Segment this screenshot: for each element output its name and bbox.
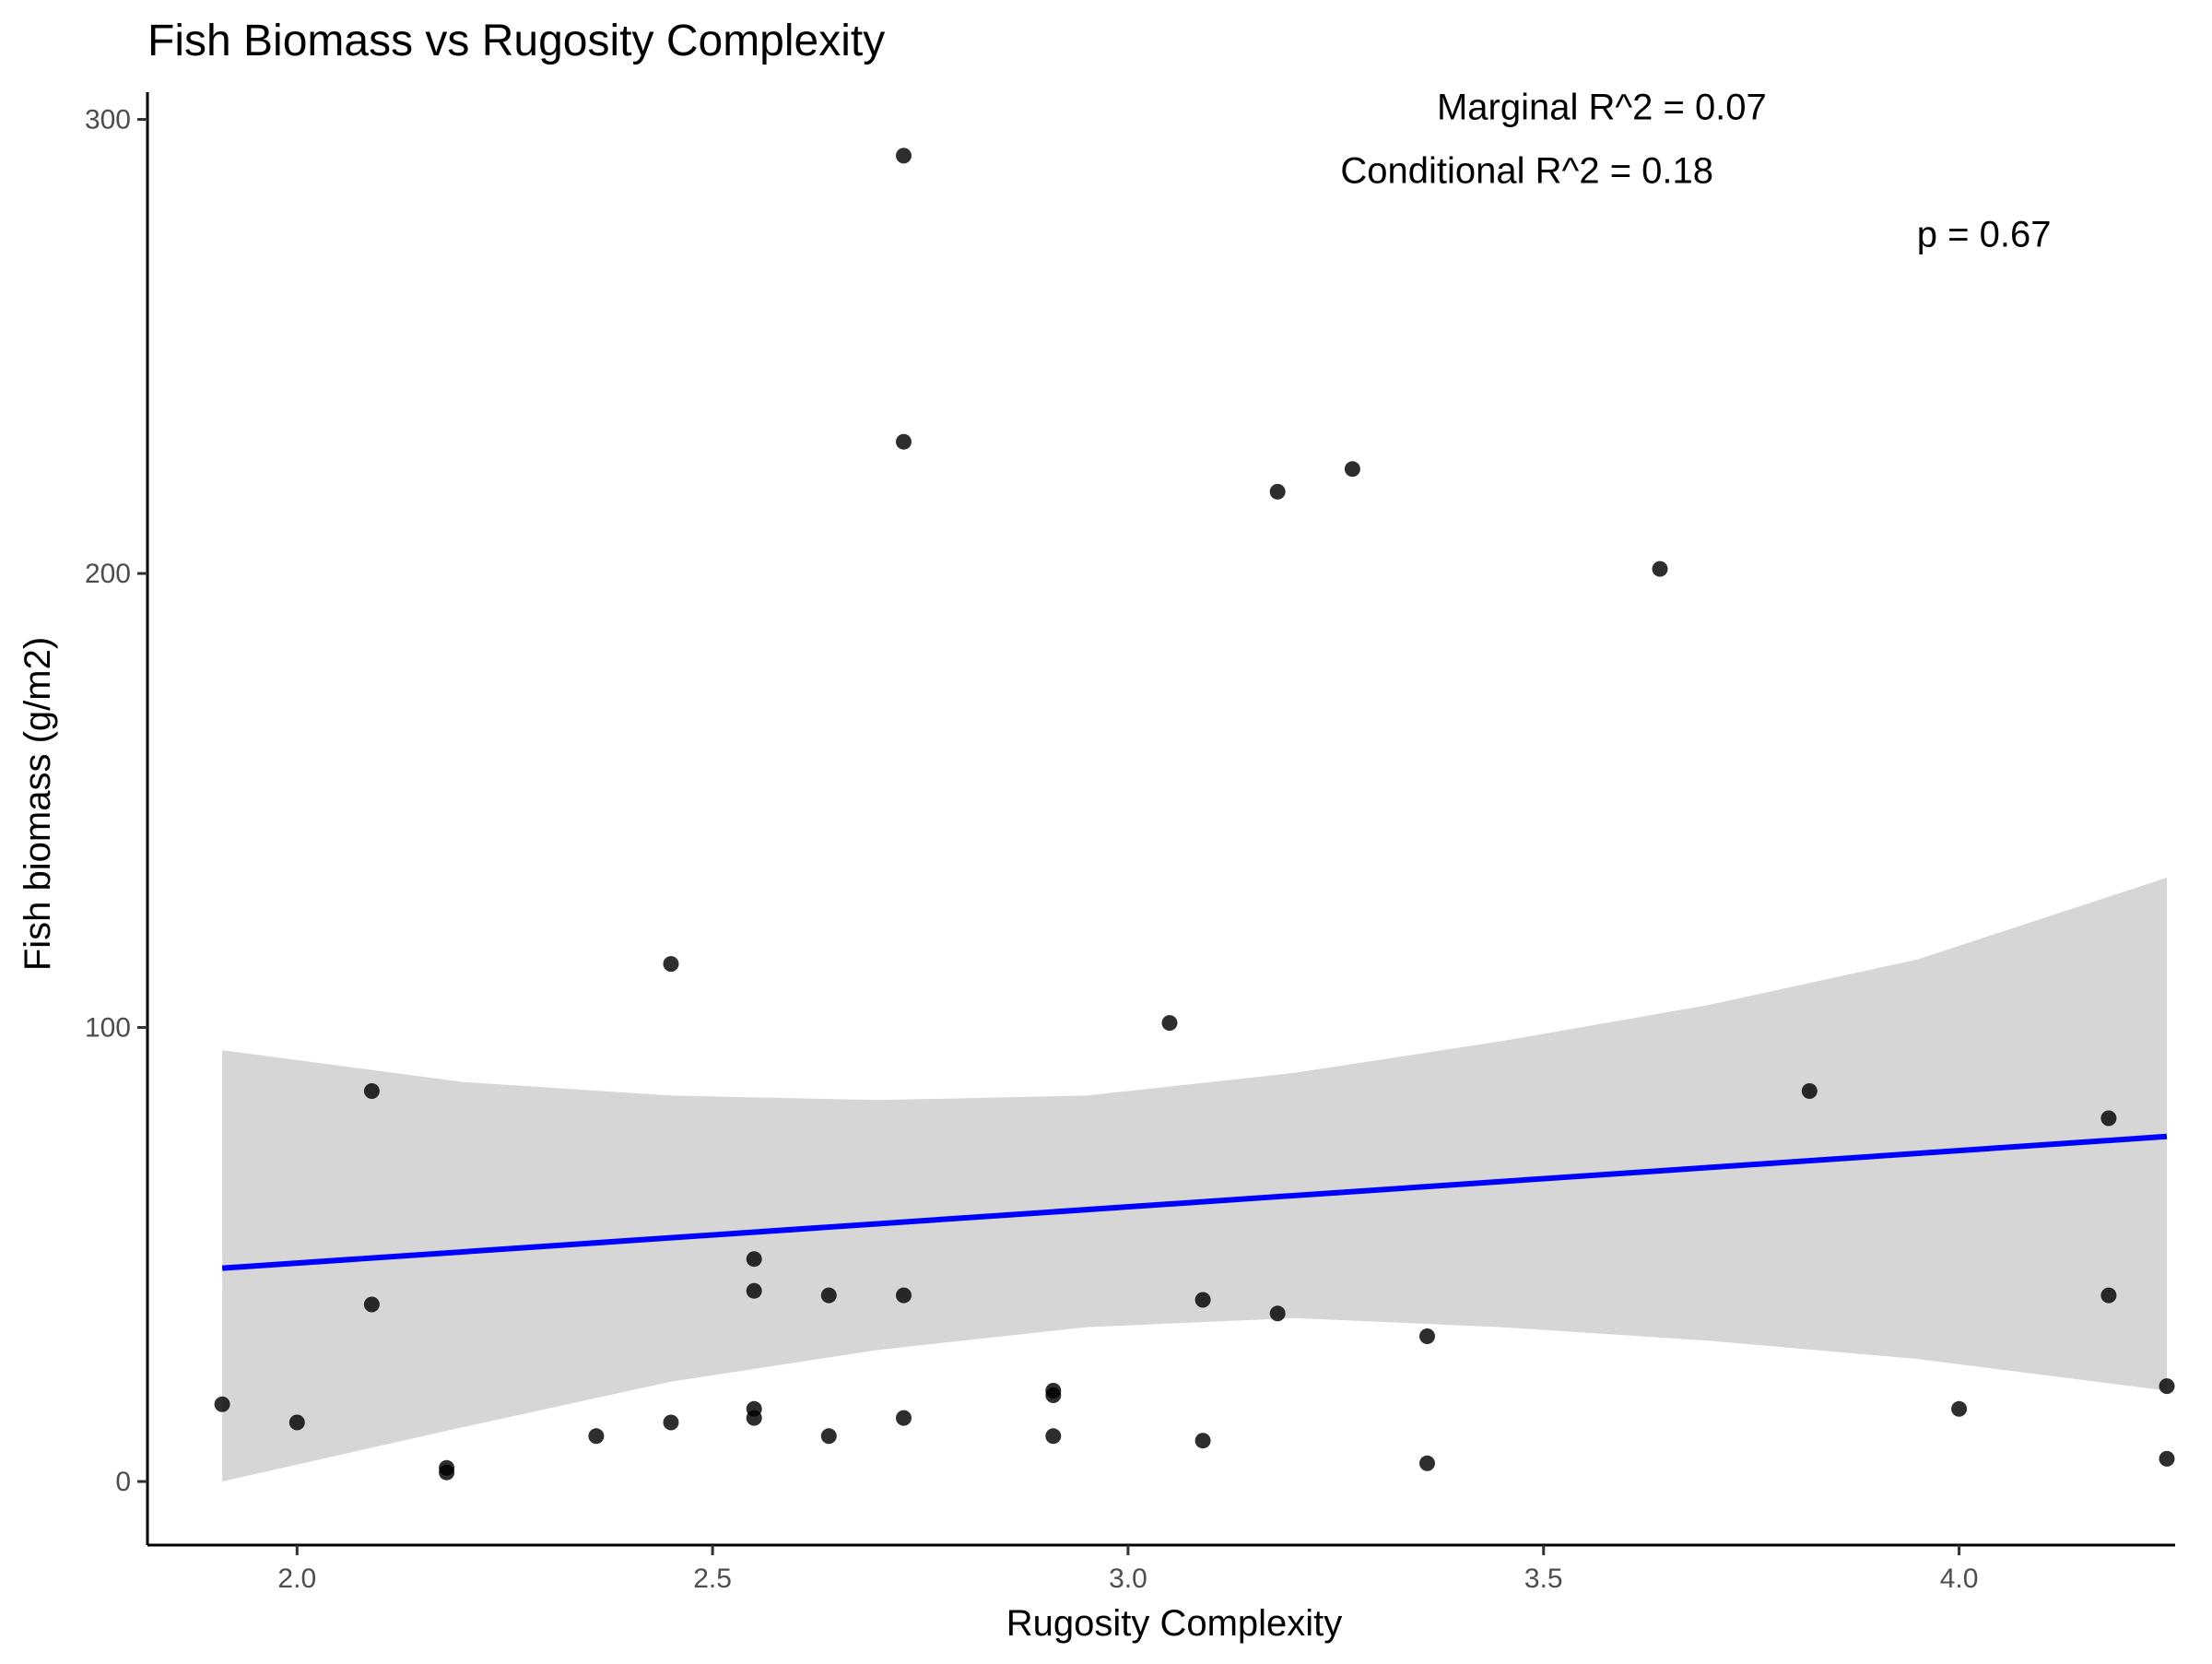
data-point	[363, 1083, 380, 1099]
axes-layer: 2.0 2.5 3.0 3.5 4.0 0 100 200 300	[85, 92, 2175, 1594]
data-points-layer	[214, 148, 2175, 1481]
data-point	[1269, 1305, 1286, 1322]
data-point	[746, 1282, 762, 1299]
data-point	[746, 1410, 762, 1426]
data-point	[588, 1428, 605, 1445]
data-point	[663, 956, 679, 973]
data-point	[1419, 1328, 1435, 1344]
data-point	[746, 1251, 762, 1268]
data-point	[896, 148, 912, 164]
chart-title: Fish Biomass vs Rugosity Complexity	[147, 17, 885, 65]
confidence-band	[222, 878, 2167, 1481]
data-point	[1344, 461, 1360, 478]
stats-annotation: p = 0.67	[1917, 214, 2052, 254]
stats-annotation: Marginal R^2 = 0.07	[1437, 88, 1767, 128]
data-point	[2159, 1378, 2175, 1395]
data-point	[363, 1296, 380, 1313]
y-tick-label: 300	[85, 105, 131, 136]
data-point	[1801, 1083, 1818, 1099]
stats-annotation: Conditional R^2 = 0.18	[1340, 151, 1713, 192]
data-point	[896, 1410, 912, 1426]
x-tick-label: 4.0	[1940, 1564, 1979, 1594]
x-tick-label: 2.5	[693, 1564, 732, 1594]
data-point	[1194, 1292, 1211, 1308]
x-tick-label: 2.0	[277, 1564, 316, 1594]
y-tick-label: 100	[85, 1013, 131, 1044]
text-layer: Fish Biomass vs Rugosity Complexity Rugo…	[18, 17, 1342, 1644]
data-point	[1269, 483, 1286, 500]
y-tick-label: 0	[115, 1467, 131, 1497]
data-point	[439, 1464, 455, 1481]
data-point	[288, 1414, 305, 1431]
data-point	[1045, 1387, 1062, 1403]
regression-line	[221, 1133, 2168, 1271]
y-tick-label: 200	[85, 559, 131, 589]
data-point	[820, 1428, 837, 1445]
data-point	[1161, 1015, 1178, 1032]
regression-line-layer	[221, 1133, 2168, 1271]
data-point	[663, 1414, 679, 1431]
data-point	[896, 433, 912, 450]
x-tick-label: 3.5	[1524, 1564, 1563, 1594]
data-point	[820, 1287, 837, 1304]
data-point	[2100, 1110, 2117, 1127]
data-point	[2100, 1287, 2117, 1304]
confidence-band-layer	[222, 878, 2167, 1481]
data-point	[214, 1396, 230, 1412]
data-point	[1045, 1428, 1062, 1445]
x-tick-label: 3.0	[1109, 1564, 1147, 1594]
data-point	[2159, 1450, 2175, 1467]
data-point	[1194, 1433, 1211, 1449]
data-point	[1951, 1400, 1968, 1417]
y-axis-title: Fish biomass (g/m2)	[18, 637, 58, 971]
data-point	[1419, 1455, 1435, 1471]
x-axis-title: Rugosity Complexity	[1006, 1603, 1343, 1644]
data-point	[896, 1287, 912, 1304]
annotation-layer: Marginal R^2 = 0.07 Conditional R^2 = 0.1…	[1340, 88, 2051, 255]
data-point	[1652, 561, 1668, 577]
